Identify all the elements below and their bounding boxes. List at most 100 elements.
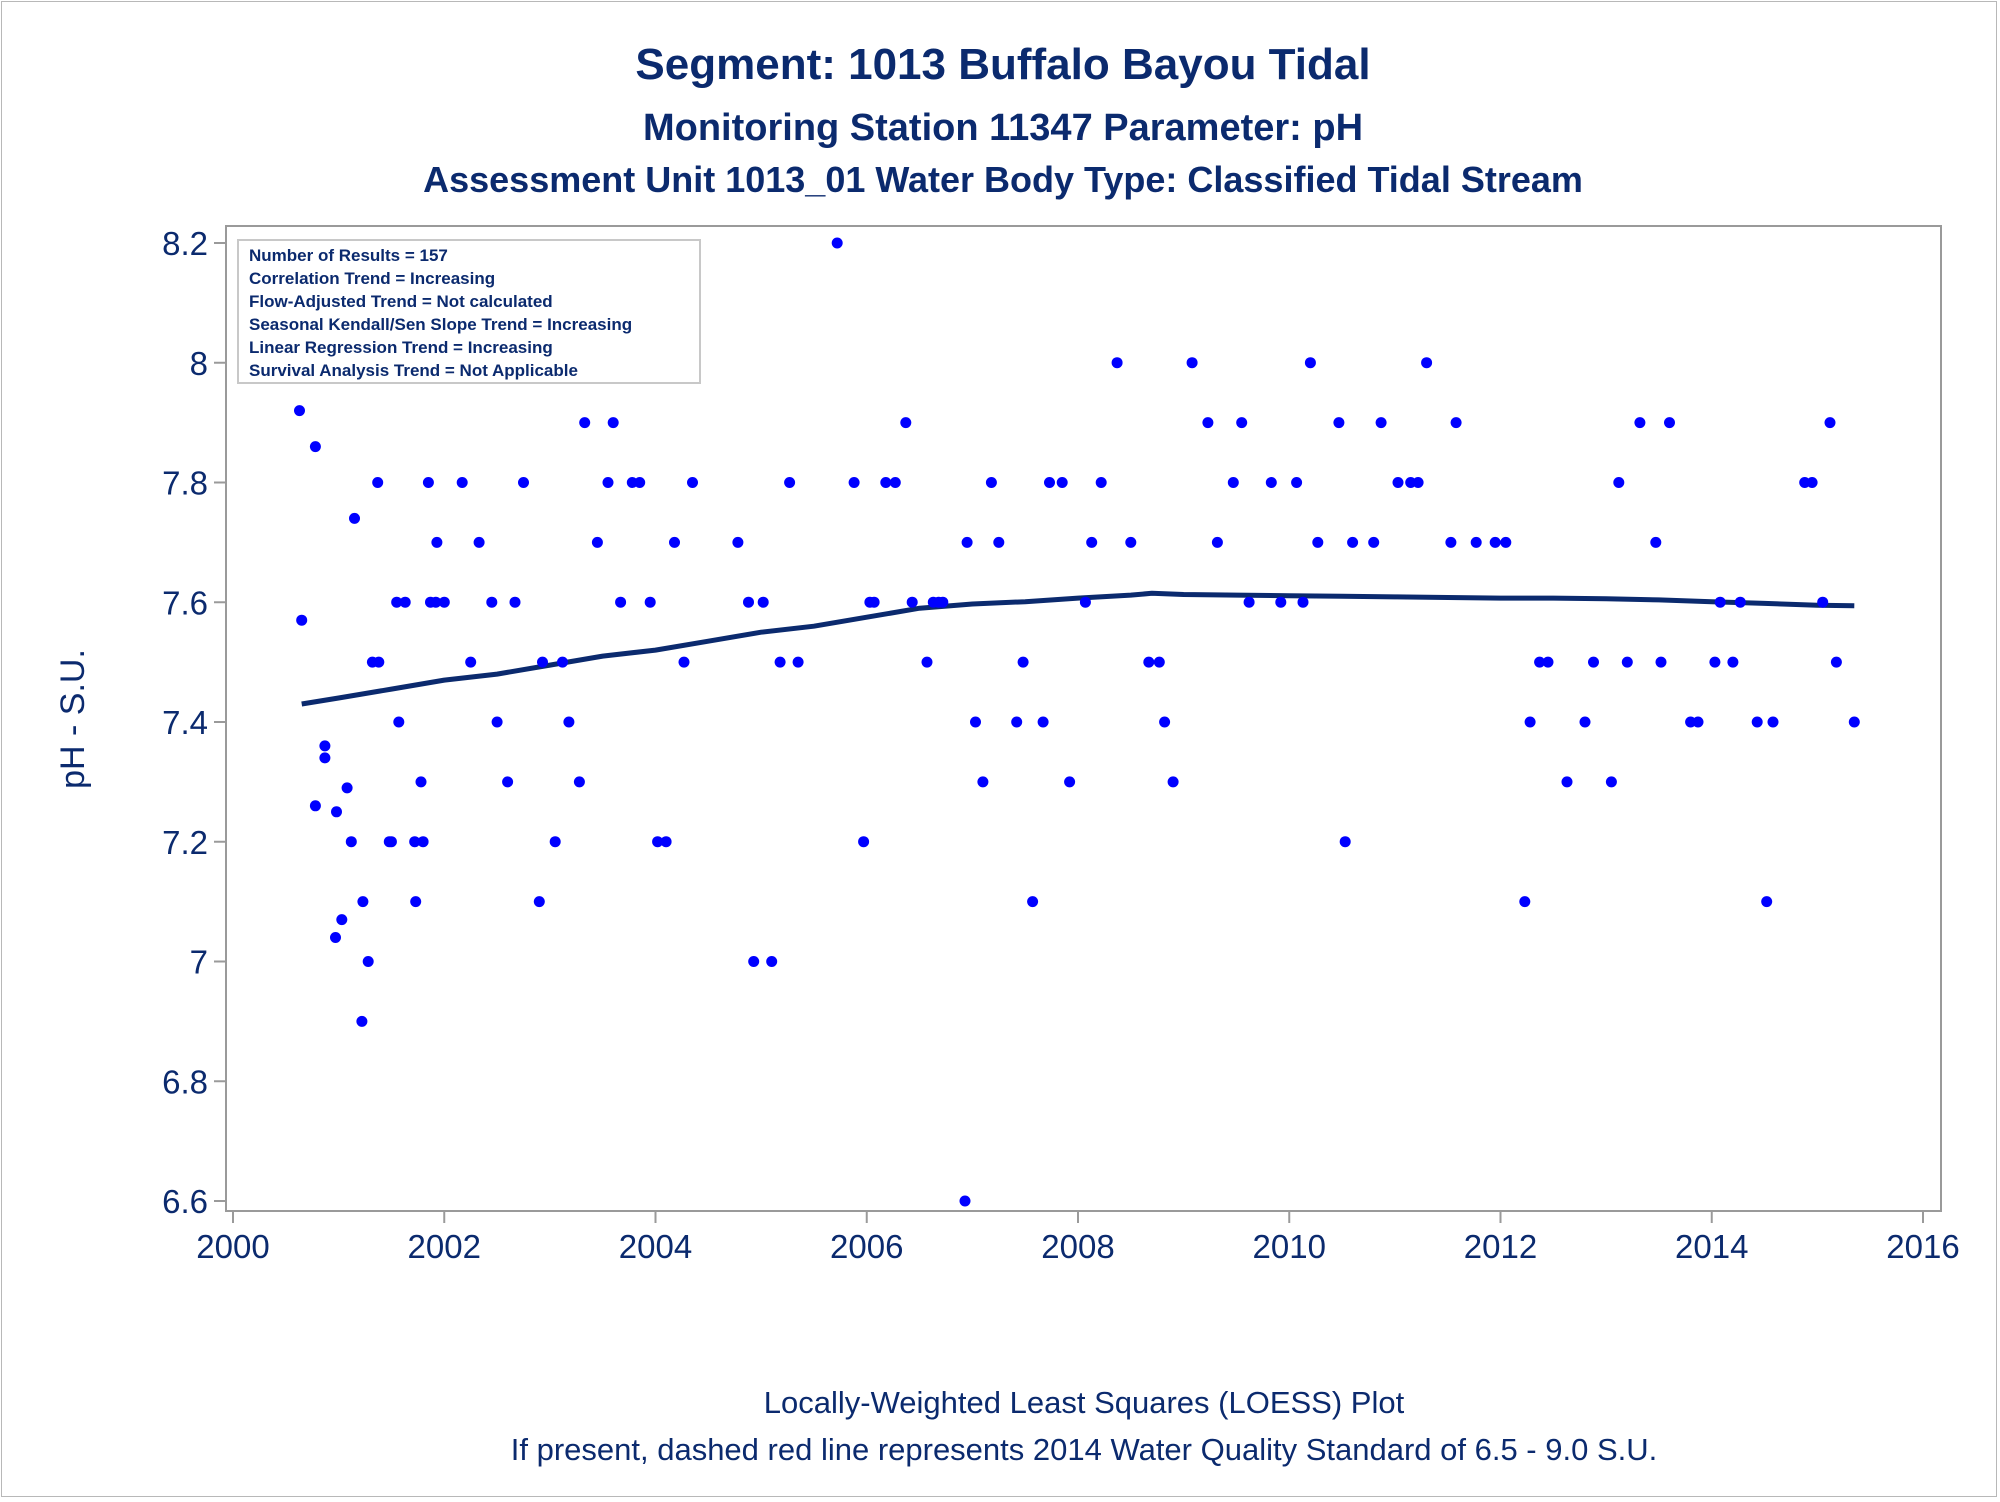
data-point — [1664, 417, 1675, 429]
plot-area — [225, 225, 1942, 1212]
y-axis-label: pH - S.U. — [54, 649, 92, 789]
chart-title: Segment: 1013 Buffalo Bayou Tidal — [635, 40, 1370, 89]
data-point — [792, 656, 804, 668]
data-point — [356, 1015, 368, 1027]
y-axis: 6.6 6.8 7 7.2 7.4 7.6 7.8 8 8.2 — [162, 225, 226, 1220]
data-point — [1186, 357, 1198, 369]
info-line-results: Number of Results = 157 — [249, 246, 448, 265]
data-point — [1392, 477, 1404, 488]
data-point — [1806, 477, 1818, 488]
data-point — [1500, 536, 1512, 548]
data-point — [868, 596, 880, 608]
data-point — [1044, 477, 1055, 488]
y-tick-label: 8 — [190, 345, 208, 382]
data-point — [1236, 417, 1248, 429]
data-point — [1064, 776, 1076, 788]
data-point — [848, 477, 860, 488]
data-point — [743, 596, 754, 608]
data-point — [906, 596, 918, 608]
data-point — [1333, 417, 1345, 429]
data-point — [1634, 417, 1646, 429]
y-tick-label: 7 — [190, 944, 208, 981]
data-point — [473, 536, 485, 548]
x-tick-label: 2000 — [196, 1228, 269, 1265]
data-point — [491, 716, 503, 728]
y-tick-label: 7.4 — [162, 704, 208, 741]
data-point — [900, 417, 912, 429]
data-point — [615, 596, 627, 608]
data-point — [1655, 656, 1667, 668]
data-point — [533, 896, 545, 908]
x-tick-label: 2006 — [830, 1228, 903, 1265]
data-point — [1304, 357, 1316, 369]
data-point — [921, 656, 933, 668]
x-tick-label: 2016 — [1886, 1228, 1959, 1265]
data-point — [993, 536, 1005, 548]
data-point — [373, 656, 385, 668]
data-point — [1375, 417, 1387, 429]
data-point — [1714, 596, 1726, 608]
data-point — [1243, 596, 1255, 608]
data-point — [1421, 357, 1433, 369]
data-point — [563, 716, 575, 728]
x-tick-label: 2008 — [1041, 1228, 1114, 1265]
info-line-seasonal-kendall: Seasonal Kendall/Sen Slope Trend = Incre… — [249, 315, 632, 334]
data-point — [1056, 477, 1068, 488]
data-point — [985, 477, 997, 488]
data-point — [573, 776, 585, 788]
data-point — [1095, 477, 1107, 488]
data-point — [1817, 596, 1829, 608]
data-point — [1011, 716, 1023, 728]
data-point — [357, 896, 369, 908]
data-point — [1734, 596, 1746, 608]
data-point — [518, 477, 529, 488]
data-point — [959, 1195, 971, 1207]
data-point — [1312, 536, 1324, 548]
data-point — [634, 477, 646, 488]
data-point — [1339, 836, 1351, 848]
data-point — [1519, 896, 1531, 908]
data-point — [362, 956, 374, 967]
data-point — [644, 596, 656, 608]
data-point — [889, 477, 901, 488]
data-point — [1613, 477, 1625, 488]
footnote-standard: If present, dashed red line represents 2… — [511, 1432, 1658, 1467]
data-point — [509, 596, 521, 608]
data-point — [385, 836, 397, 848]
loess-trend-line — [301, 590, 1855, 707]
data-point — [1275, 596, 1287, 608]
data-point — [1830, 656, 1842, 668]
data-point — [678, 656, 690, 668]
data-point — [784, 477, 796, 488]
data-point — [1125, 536, 1137, 548]
x-tick-label: 2010 — [1253, 1228, 1326, 1265]
info-box: Number of Results = 157 Correlation Tren… — [237, 239, 701, 384]
x-axis: 2000 2002 2004 2006 2008 2010 2012 2014 2016 — [196, 1211, 1960, 1265]
data-point — [1450, 417, 1462, 429]
data-point — [1111, 357, 1123, 369]
data-point — [579, 417, 591, 429]
data-point — [748, 956, 760, 967]
data-point — [1561, 776, 1573, 788]
data-point — [549, 836, 561, 848]
data-point — [1751, 716, 1763, 728]
data-point — [319, 752, 331, 764]
data-point — [1824, 417, 1836, 429]
data-point — [1621, 656, 1633, 668]
y-tick-label: 7.6 — [162, 584, 208, 621]
data-point — [330, 932, 341, 943]
y-tick-label: 8.2 — [162, 225, 208, 262]
data-point — [349, 512, 360, 524]
data-point — [341, 782, 353, 794]
data-point — [415, 776, 427, 788]
data-point — [1445, 536, 1457, 548]
data-points — [294, 237, 1860, 1207]
data-point — [1579, 716, 1591, 728]
data-point — [430, 596, 442, 608]
data-point — [1542, 656, 1554, 668]
data-point — [970, 716, 981, 728]
data-point — [1709, 656, 1721, 668]
data-point — [1291, 477, 1303, 488]
